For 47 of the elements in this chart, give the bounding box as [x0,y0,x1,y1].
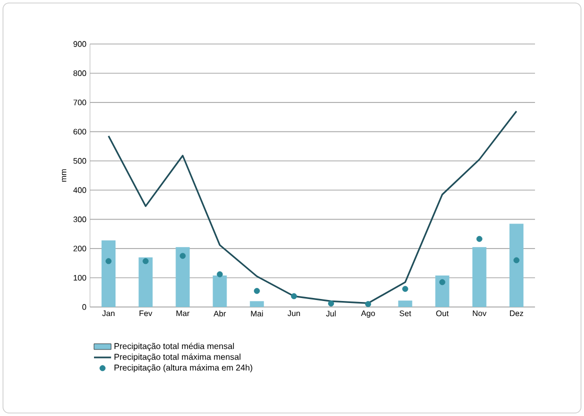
point [142,258,149,264]
y-tick-label: 0 [82,304,86,310]
y-tick-label: 100 [74,274,86,281]
point [216,271,223,278]
x-tick-label: Abr [214,310,226,316]
bar [435,275,450,307]
y-tick-label: 600 [74,128,86,134]
bar [138,257,153,307]
y-tick-label: 300 [73,216,86,222]
point [254,288,260,294]
y-tick-label: 400 [73,187,86,193]
bar [212,275,227,307]
y-axis-title: mm [62,169,66,182]
y-tick-label: 200 [74,246,86,252]
x-tick-label: Mai [251,310,263,316]
x-tick-label: Jan [102,310,114,316]
bar [250,301,264,307]
point [402,286,408,292]
point [290,293,297,300]
y-tick-label: 900 [74,41,86,47]
x-tick-label: Dez [510,310,524,316]
x-tick-label: Set [400,310,412,316]
point [365,301,372,308]
x-tick-label: Ago [361,310,375,318]
bar [472,247,486,307]
x-tick-label: Fev [140,310,152,316]
point [476,236,482,242]
point [328,300,334,306]
y-tick-label: 500 [73,158,86,164]
x-tick-label: Out [436,310,449,316]
y-tick-label: 700 [74,100,86,106]
x-tick-label: Jun [288,310,300,316]
point [439,279,446,286]
point [106,258,112,264]
bar [176,247,190,307]
legend-label: Precipitação total média mensal [114,342,234,351]
point [513,257,520,264]
bar [509,224,524,307]
legend-label: Precipitação (altura máxima em 24h) [114,364,252,372]
x-tick-label: Jul [326,310,336,316]
bar [398,300,412,307]
point [180,252,186,259]
bar [102,240,116,307]
legend-label: Precipitação total máxima mensal [114,354,240,362]
x-tick-label: Nov [472,310,486,316]
y-tick-label: 800 [73,70,86,76]
x-tick-label: Mar [176,310,190,316]
